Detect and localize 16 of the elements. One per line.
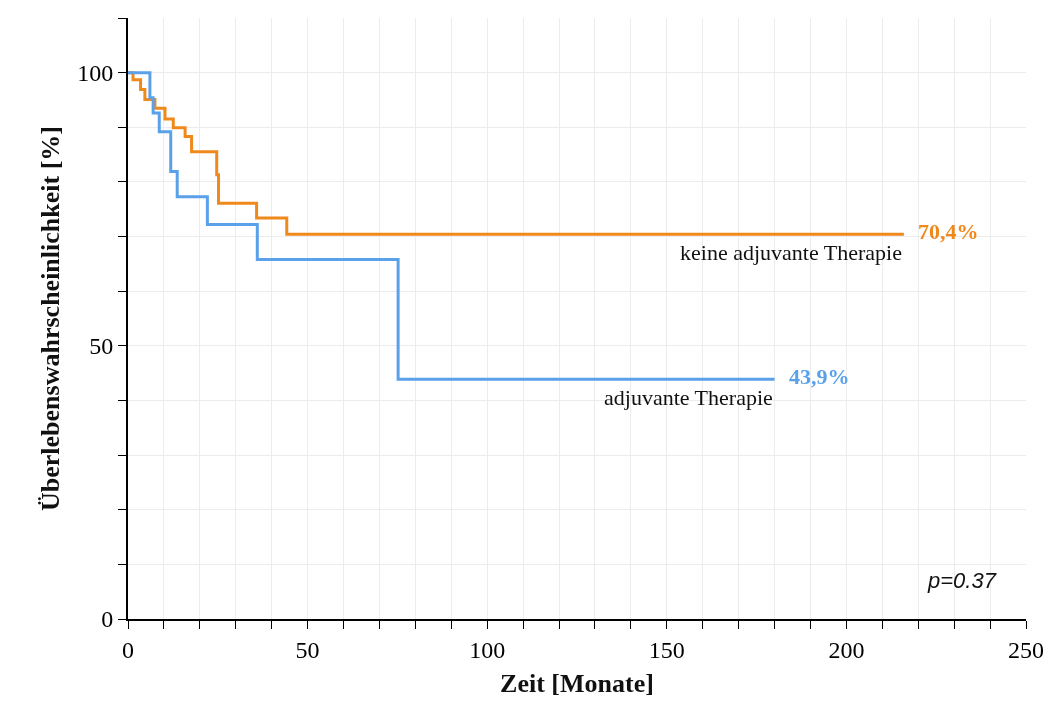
series-label: keine adjuvante Therapie: [680, 240, 902, 265]
y-tick-label: 50: [89, 333, 114, 360]
y-tick-label: 0: [101, 606, 114, 633]
x-tick-label: 0: [122, 636, 134, 663]
x-tick-label: 100: [469, 636, 506, 663]
x-tick-label: 150: [648, 636, 685, 663]
y-axis-title: Überlebenswahrscheinlichkeit [%]: [36, 126, 66, 511]
x-axis-title: Zeit [Monate]: [500, 669, 654, 698]
annotation: p=0.37: [927, 568, 997, 593]
annotation: 70,4%: [918, 219, 979, 244]
x-tick-label: 50: [295, 636, 320, 663]
x-tick-label: 250: [1008, 636, 1044, 663]
series-label: adjuvante Therapie: [604, 385, 773, 410]
y-tick-label: 100: [77, 60, 114, 87]
x-tick-label: 200: [828, 636, 865, 663]
annotation: 43,9%: [789, 364, 850, 389]
